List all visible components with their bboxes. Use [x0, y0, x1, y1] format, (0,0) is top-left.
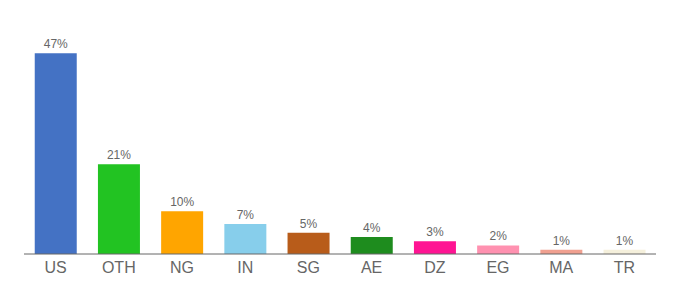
svg-text:1%: 1%	[553, 234, 571, 248]
svg-text:TR: TR	[614, 259, 635, 276]
svg-text:NG: NG	[170, 259, 194, 276]
svg-text:4%: 4%	[363, 221, 381, 235]
svg-text:47%: 47%	[44, 37, 68, 51]
svg-text:1%: 1%	[616, 234, 634, 248]
svg-text:21%: 21%	[107, 148, 131, 162]
svg-text:2%: 2%	[489, 229, 507, 243]
svg-text:AE: AE	[361, 259, 382, 276]
svg-text:SG: SG	[297, 259, 320, 276]
svg-text:OTH: OTH	[102, 259, 136, 276]
svg-text:DZ: DZ	[424, 259, 446, 276]
svg-text:EG: EG	[486, 259, 509, 276]
svg-text:3%: 3%	[426, 225, 444, 239]
svg-text:10%: 10%	[170, 195, 194, 209]
svg-text:5%: 5%	[300, 217, 318, 231]
svg-text:US: US	[44, 259, 66, 276]
svg-text:7%: 7%	[237, 208, 255, 222]
svg-text:MA: MA	[549, 259, 573, 276]
svg-text:IN: IN	[237, 259, 253, 276]
